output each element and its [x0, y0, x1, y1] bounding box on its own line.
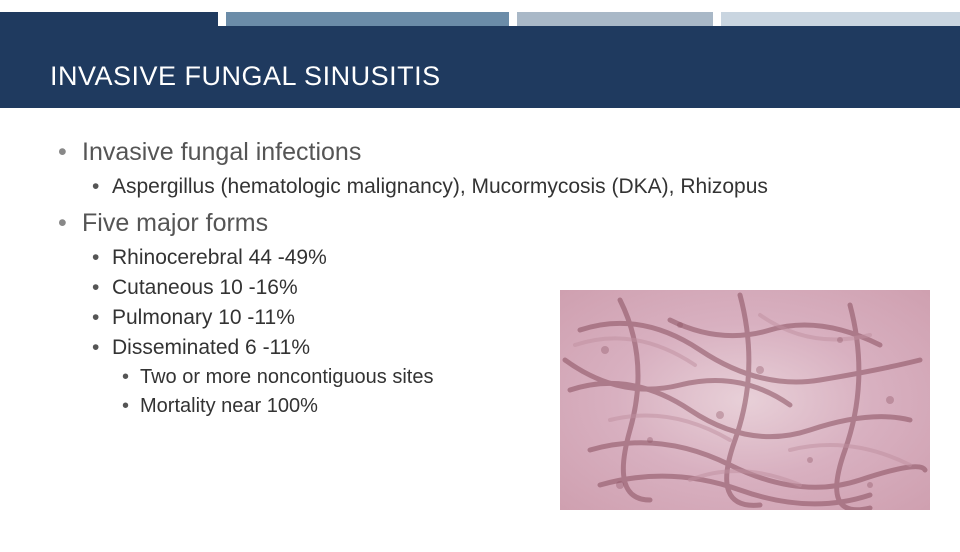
bullet-text: Mortality near 100%: [140, 395, 318, 417]
bullet-text: Invasive fungal infections: [82, 138, 361, 166]
accent-bar-1: [0, 12, 218, 26]
bar-gap: [509, 12, 517, 26]
bullet-text: Rhinocerebral 44 -49%: [112, 246, 327, 269]
histology-image: [560, 290, 930, 510]
accent-bar-4: [721, 12, 960, 26]
bullet-item: Aspergillus (hematologic malignancy), Mu…: [82, 175, 910, 199]
bullet-text: Two or more noncontiguous sites: [140, 366, 434, 388]
bullet-text: Pulmonary 10 -11%: [112, 306, 295, 329]
accent-bar-3: [517, 12, 713, 26]
microscopy-svg: [560, 290, 930, 510]
bar-gap: [218, 12, 226, 26]
bullet-text: Cutaneous 10 -16%: [112, 276, 298, 299]
bar-gap: [713, 12, 721, 26]
slide-title: INVASIVE FUNGAL SINUSITIS: [50, 61, 441, 92]
bullet-item: Rhinocerebral 44 -49%: [82, 246, 910, 270]
bullet-text: Aspergillus (hematologic malignancy), Mu…: [112, 175, 768, 198]
bullet-text: Disseminated 6 -11%: [112, 336, 310, 359]
header-accent-bars: [0, 12, 960, 26]
bullet-item: Invasive fungal infections Aspergillus (…: [50, 138, 910, 199]
bullet-list-level2: Aspergillus (hematologic malignancy), Mu…: [82, 175, 910, 199]
accent-bar-2: [226, 12, 509, 26]
bullet-text: Five major forms: [82, 209, 268, 237]
title-band: INVASIVE FUNGAL SINUSITIS: [0, 26, 960, 108]
